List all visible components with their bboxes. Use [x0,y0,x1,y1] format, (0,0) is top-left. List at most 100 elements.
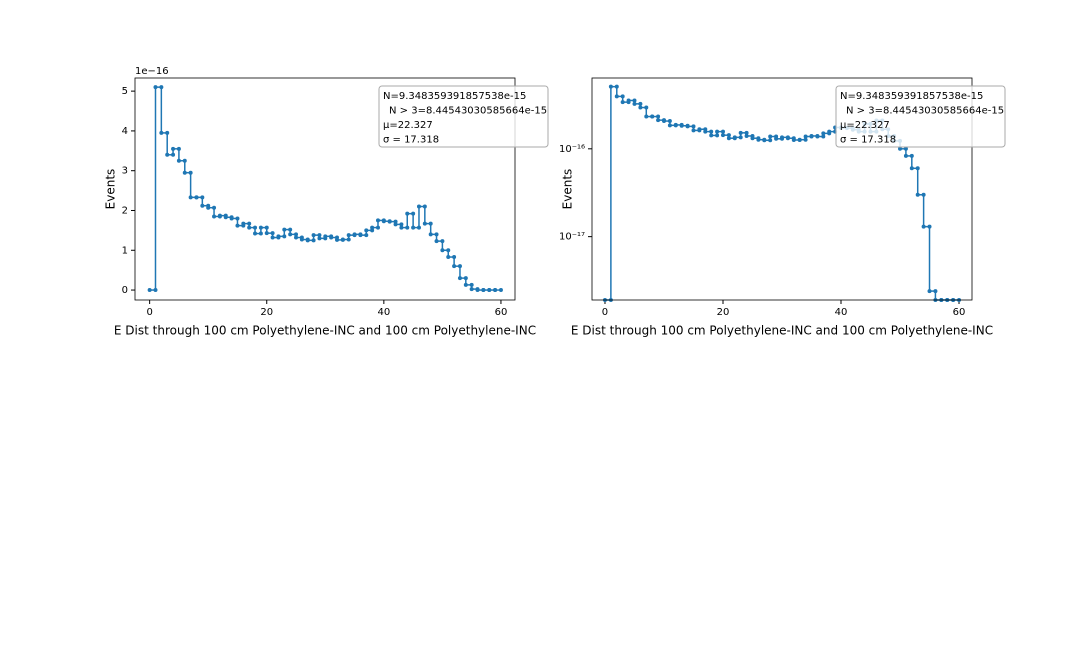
y-axis-label: Events [561,169,575,210]
marker [915,192,920,197]
annotation: N > 3=8.44543030585664e-15 [846,106,1004,117]
y-tick-label: 10⁻¹⁷ [559,232,585,243]
annotation: N=9.348359391857538e-15 [840,91,983,102]
marker [650,114,655,119]
marker [703,129,708,134]
axes-frame [591,77,973,301]
marker [276,234,281,239]
marker [358,233,363,238]
annotation: μ=22.327 [383,120,433,131]
marker [768,134,773,139]
marker [626,98,631,103]
marker [685,124,690,129]
x-tick-label: 60 [495,307,508,318]
marker [720,133,725,138]
marker [241,221,246,226]
marker [171,146,176,151]
marker [188,195,193,200]
marker [405,211,410,216]
marker [375,218,380,223]
marker [756,137,761,142]
marker [212,214,217,219]
marker [311,233,316,238]
marker [329,235,334,240]
marker [608,84,613,89]
marker [803,134,808,139]
x-axis-label: E Dist through 100 cm Polyethylene-INC a… [114,324,536,338]
marker [176,158,181,163]
legend-box [835,85,1006,148]
x-tick-label: 40 [377,307,390,318]
marker [411,225,416,230]
marker [200,203,205,208]
marker [264,231,269,236]
marker [691,128,696,133]
marker [206,205,211,210]
marker [253,231,258,236]
y-tick-label: 10⁻¹⁶ [559,144,585,155]
marker [422,221,427,226]
marker [364,228,369,233]
marker [732,135,737,140]
marker [656,118,661,123]
marker [614,94,619,99]
marker [463,282,468,287]
marker [738,130,743,135]
marker [452,264,457,269]
annotation: N=9.348359391857538e-15 [383,91,526,102]
marker [387,219,392,224]
marker [446,255,451,260]
marker [744,133,749,138]
y-tick-label: 3 [122,166,128,177]
marker [294,235,299,240]
x-tick-label: 0 [602,307,608,318]
marker [393,222,398,227]
marker [827,129,832,134]
marker [726,136,731,141]
marker [620,100,625,105]
marker [661,119,666,124]
marker [288,232,293,237]
marker [762,138,767,143]
marker [229,216,234,221]
marker [487,288,492,293]
marker [903,153,908,158]
marker [416,204,421,209]
marker [317,236,322,241]
x-tick-label: 20 [260,307,273,318]
marker [434,239,439,244]
marker [247,225,252,230]
marker [340,237,345,242]
axes-frame [134,77,516,301]
marker [270,235,275,240]
marker [493,288,498,293]
marker [440,248,445,253]
marker [797,137,802,142]
marker [323,234,328,239]
marker [182,170,187,175]
y-tick-label: 5 [122,86,128,97]
annotation: N > 3=8.44543030585664e-15 [389,106,547,117]
marker [457,276,462,281]
marker [809,133,814,138]
marker [352,232,357,237]
marker [632,101,637,106]
marker [697,127,702,132]
y-axis-label: Events [104,169,118,210]
x-tick-label: 0 [146,307,152,318]
marker [921,224,926,229]
y-tick-label: 2 [122,205,128,216]
marker [147,288,152,293]
marker [774,136,779,141]
marker [638,105,643,110]
marker [469,287,474,292]
marker [335,237,340,242]
y-tick-label: 0 [122,285,128,296]
marker [223,215,228,220]
y-tick-label: 1 [122,245,128,256]
legend-box [378,85,549,148]
marker [346,233,351,238]
marker [927,289,932,294]
marker [791,137,796,142]
x-tick-label: 20 [717,307,730,318]
